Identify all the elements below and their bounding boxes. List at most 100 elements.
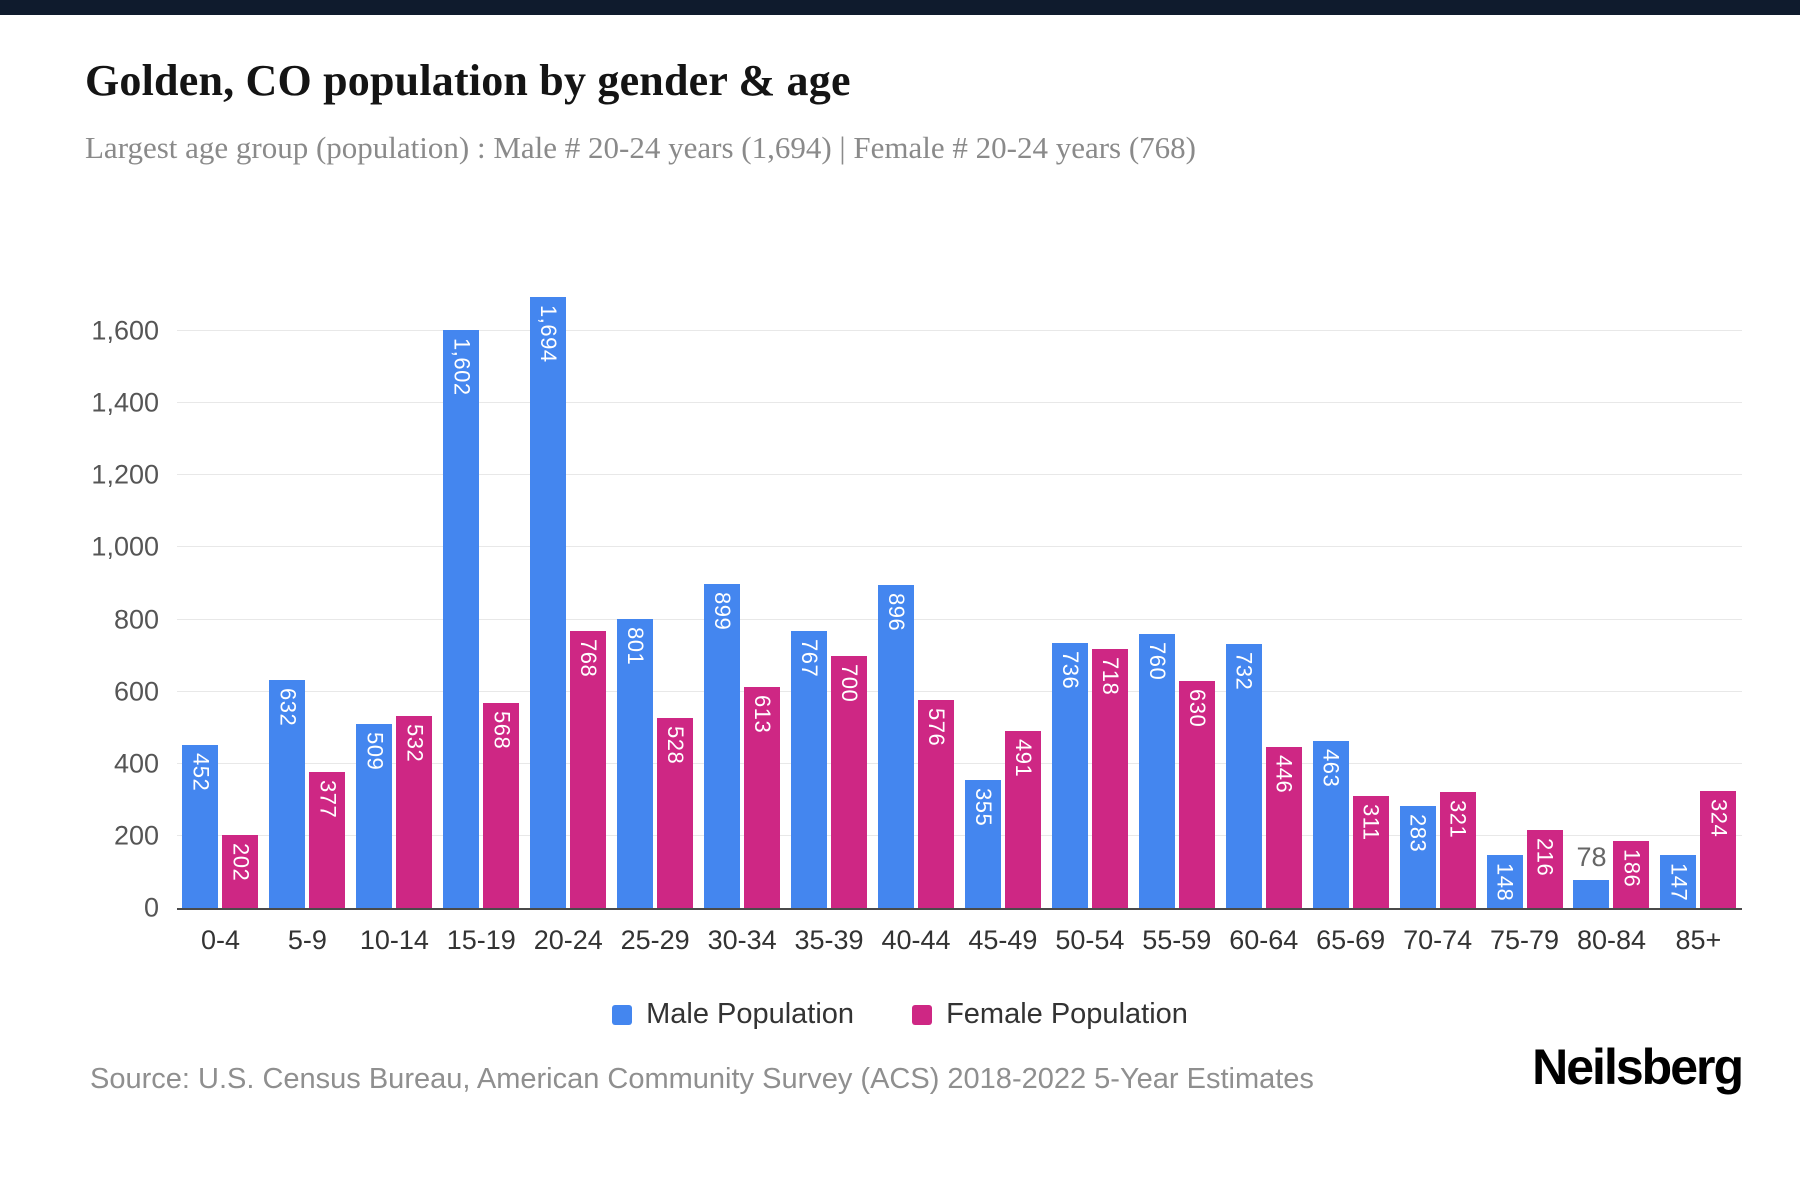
y-tick-label: 0 (143, 892, 159, 923)
bar-male-population-60-64[interactable]: 732 (1225, 644, 1262, 908)
bar-female-population-45-49[interactable]: 491 (1004, 730, 1041, 908)
bar-male-population-45-49[interactable]: 355 (964, 780, 1001, 908)
bar-male-population-5-9[interactable]: 632 (269, 680, 306, 908)
y-tick-label: 200 (113, 820, 159, 851)
bar-female-population-10-14[interactable]: 532 (396, 716, 433, 908)
bar-female-population-20-24[interactable]: 768 (570, 631, 607, 908)
x-axis-label-35-39: 35-39 (794, 925, 864, 955)
bar-female-population-55-59[interactable]: 630 (1178, 680, 1215, 908)
bar-value-label: 896 (883, 592, 909, 632)
bar-female-population-0-4[interactable]: 202 (222, 835, 259, 908)
bar-group-80-84: 78 186 (1568, 295, 1655, 908)
bar-value-label: 736 (1057, 650, 1083, 689)
y-axis: 0 200 400 600 800 1,000 1,200 1,400 1,600 (85, 295, 165, 921)
bar-value-label: 452 (188, 753, 214, 792)
bar-value-label: 899 (710, 591, 736, 631)
y-tick-label: 600 (113, 676, 159, 707)
bar-value-label: 324 (1706, 799, 1732, 838)
bar-male-population-55-59[interactable]: 760 (1138, 633, 1175, 908)
bar-female-population-40-44[interactable]: 576 (917, 700, 954, 908)
bar-male-population-30-34[interactable]: 899 (704, 583, 741, 908)
bar-female-population-25-29[interactable]: 528 (657, 717, 694, 908)
bar-group-50-54: 736 718 (1046, 295, 1133, 908)
bar-group-85: 147 324 (1655, 295, 1742, 908)
legend-item-female-population[interactable]: Female Population (912, 998, 1188, 1031)
bar-female-population-80-84[interactable]: 186 (1613, 840, 1650, 908)
bar-male-population-10-14[interactable]: 509 (356, 724, 393, 908)
bar-groups: 452 202 632 377 509 532 1,602 568 1,694 768 801 528… (177, 295, 1742, 908)
bar-female-population-85[interactable]: 324 (1700, 791, 1737, 908)
bar-male-population-20-24[interactable]: 1,694 (530, 297, 567, 908)
bar-female-population-30-34[interactable]: 613 (744, 686, 781, 908)
bar-group-15-19: 1,602 568 (438, 295, 525, 908)
gridline (177, 834, 1742, 836)
y-tick-label: 1,400 (91, 387, 159, 418)
bar-male-population-0-4[interactable]: 452 (182, 745, 219, 908)
bar-chart: 0 200 400 600 800 1,000 1,200 1,400 1,600 452 202… (85, 295, 1742, 921)
bar-male-population-65-69[interactable]: 463 (1312, 741, 1349, 908)
x-axis-label-65-69: 65-69 (1316, 925, 1386, 955)
bar-male-population-75-79[interactable]: 148 (1486, 854, 1523, 908)
bar-female-population-50-54[interactable]: 718 (1091, 649, 1128, 908)
bar-male-population-35-39[interactable]: 767 (791, 631, 828, 908)
bar-female-population-35-39[interactable]: 700 (831, 655, 868, 908)
bar-male-population-50-54[interactable]: 736 (1051, 642, 1088, 908)
x-axis-label-70-74: 70-74 (1403, 925, 1473, 955)
y-tick-label: 800 (113, 604, 159, 635)
bar-value-label: 463 (1318, 749, 1344, 788)
legend: Male Population Female Population (0, 998, 1800, 1031)
bar-value-label: 283 (1405, 813, 1431, 853)
bar-group-70-74: 283 321 (1394, 295, 1481, 908)
bar-male-population-85[interactable]: 147 (1660, 855, 1697, 908)
bar-male-population-80-84[interactable]: 78 (1573, 842, 1610, 908)
gridline (177, 762, 1742, 764)
bar-group-5-9: 632 377 (264, 295, 351, 908)
top-accent-bar (0, 0, 1800, 15)
x-axis: 0-4 5-9 10-14 15-19 20-24 25-29 30-34 35-39 40-4… (177, 925, 1742, 956)
bar-value-label: 148 (1492, 862, 1518, 901)
bar-female-population-75-79[interactable]: 216 (1526, 830, 1563, 908)
bar-value-label: 321 (1445, 800, 1471, 839)
brand-logo: Neilsberg (1532, 1039, 1744, 1095)
bar-value-label: 767 (797, 639, 823, 678)
gridline (177, 330, 1742, 332)
bar-value-label: 801 (623, 627, 649, 666)
bar-value-label: 768 (576, 639, 602, 678)
bar-value-label: 355 (970, 788, 996, 827)
legend-marker-male-population (612, 1004, 633, 1025)
bar-female-population-60-64[interactable]: 446 (1265, 747, 1302, 908)
bar-female-population-15-19[interactable]: 568 (483, 703, 520, 908)
bar-group-20-24: 1,694 768 (525, 295, 612, 908)
bar-group-75-79: 148 216 (1481, 295, 1568, 908)
x-axis-label-60-64: 60-64 (1229, 925, 1299, 955)
bar-value-label: 216 (1532, 838, 1558, 877)
legend-item-male-population[interactable]: Male Population (612, 998, 854, 1031)
bar-value-label: 568 (489, 711, 515, 750)
bar-male-population-25-29[interactable]: 801 (617, 619, 654, 908)
page-subtitle: Largest age group (population) : Male # … (85, 130, 1196, 165)
bar-male-population-40-44[interactable]: 896 (877, 584, 914, 908)
x-axis-label-75-79: 75-79 (1490, 925, 1560, 955)
gridline (177, 402, 1742, 404)
x-axis-label-10-14: 10-14 (359, 925, 429, 955)
x-axis-label-20-24: 20-24 (533, 925, 603, 955)
bar-value-label: 632 (275, 688, 301, 727)
legend-label: Female Population (946, 998, 1188, 1030)
x-axis-label-45-49: 45-49 (968, 925, 1038, 955)
source-text: Source: U.S. Census Bureau, American Com… (90, 1063, 1314, 1095)
bar-value-label: 202 (228, 843, 254, 882)
bar-male-population-15-19[interactable]: 1,602 (443, 330, 480, 908)
bar-female-population-70-74[interactable]: 321 (1439, 792, 1476, 908)
x-axis-label-55-59: 55-59 (1142, 925, 1212, 955)
bar-value-label: 532 (402, 724, 428, 763)
bar-value-label: 78 (1576, 841, 1607, 872)
gridline (177, 546, 1742, 548)
x-axis-label-80-84: 80-84 (1576, 925, 1646, 955)
bar-female-population-5-9[interactable]: 377 (309, 772, 346, 908)
x-axis-label-85: 85+ (1675, 925, 1722, 955)
gridline (177, 474, 1742, 476)
bar-female-population-65-69[interactable]: 311 (1352, 795, 1389, 908)
bar-value-label: 718 (1097, 657, 1123, 696)
bar-male-population-70-74[interactable]: 283 (1399, 805, 1436, 908)
bar-value-label: 1,694 (536, 305, 562, 363)
